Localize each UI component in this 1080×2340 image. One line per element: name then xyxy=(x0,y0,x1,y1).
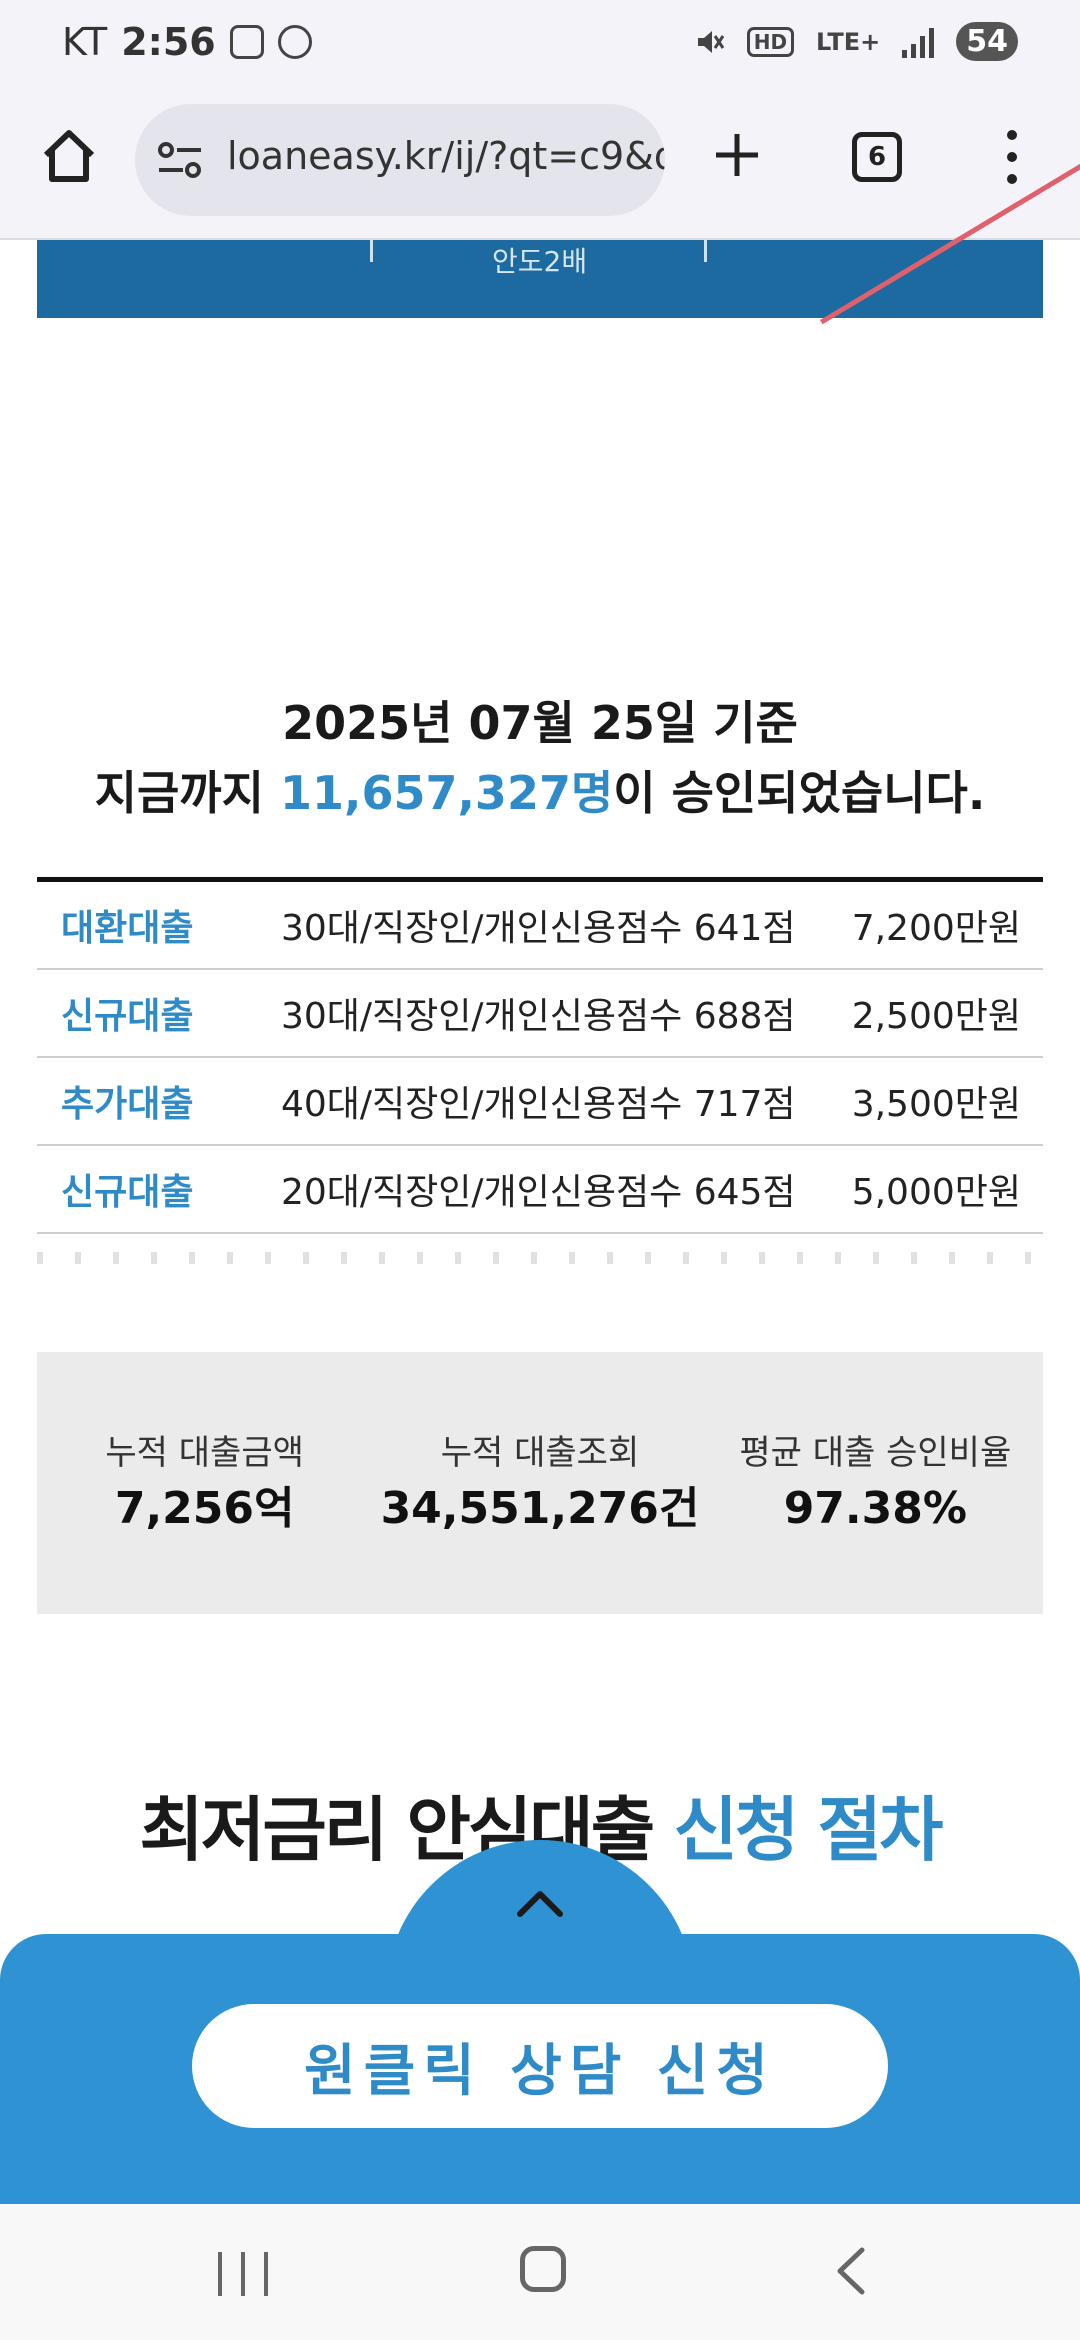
loan-type: 신규대출 xyxy=(61,1172,194,1213)
loan-amount: 2,500만원 xyxy=(851,996,1021,1037)
stat-value: 97.38% xyxy=(783,1483,967,1534)
banner-divider xyxy=(704,240,707,262)
banner-divider xyxy=(370,240,373,262)
site-settings-icon[interactable] xyxy=(157,140,203,180)
approval-suffix: 이 승인되었습니다. xyxy=(613,766,986,820)
stat-total-inquiries: 누적 대출조회 34,551,276건 xyxy=(372,1352,707,1614)
loan-description: 20대/직장인/개인신용점수 645점 xyxy=(281,1172,796,1213)
top-banner: 안도2배 xyxy=(37,240,1043,318)
signal-icon xyxy=(902,26,935,58)
url-text[interactable]: loaneasy.kr/ij/?qt=c9&q xyxy=(227,134,665,178)
screenshot-icon xyxy=(229,25,264,59)
hd-voice-icon: HD xyxy=(746,26,795,57)
more-menu-icon[interactable] xyxy=(1000,130,1024,184)
loan-amount: 5,000만원 xyxy=(851,1172,1021,1213)
loan-type: 추가대출 xyxy=(61,1084,194,1125)
stat-approval-rate: 평균 대출 승인비율 97.38% xyxy=(708,1352,1043,1614)
status-right: HD LTE+ 54 xyxy=(695,22,1018,61)
approval-prefix: 지금까지 xyxy=(94,766,280,820)
stat-label: 누적 대출금액 xyxy=(105,1433,304,1473)
stat-label: 평균 대출 승인비율 xyxy=(739,1433,1012,1473)
lte-icon: LTE+ xyxy=(816,27,881,56)
back-icon[interactable] xyxy=(830,2246,874,2296)
recent-apps-icon[interactable] xyxy=(218,2252,268,2296)
battery-icon: 54 xyxy=(956,22,1018,61)
loan-case-table: 대환대출 30대/직장인/개인신용점수 641점 7,200만원 신규대출 30… xyxy=(37,877,1043,1234)
table-row: 추가대출 40대/직장인/개인신용점수 717점 3,500만원 xyxy=(37,1058,1043,1146)
system-nav-bar xyxy=(0,2204,1080,2340)
stats-panel: 누적 대출금액 7,256억 누적 대출조회 34,551,276건 평균 대출… xyxy=(37,1352,1043,1614)
chevron-up-icon[interactable] xyxy=(516,1888,564,1918)
approval-count-line: 지금까지 11,657,327명이 승인되었습니다. xyxy=(0,756,1080,830)
stat-value: 34,551,276건 xyxy=(380,1483,700,1534)
mute-icon xyxy=(697,30,724,53)
status-left: KT 2:56 xyxy=(62,20,312,64)
loan-description: 30대/직장인/개인신용점수 641점 xyxy=(281,908,796,949)
stat-value: 7,256억 xyxy=(114,1483,295,1534)
approval-date: 2025년 07월 25일 기준 xyxy=(282,696,798,750)
loan-type: 대환대출 xyxy=(61,908,194,949)
scrolling-row-fade xyxy=(37,1252,1043,1264)
loan-description: 40대/직장인/개인신용점수 717점 xyxy=(281,1084,796,1125)
table-row: 대환대출 30대/직장인/개인신용점수 641점 7,200만원 xyxy=(37,882,1043,970)
loan-description: 30대/직장인/개인신용점수 688점 xyxy=(281,996,796,1037)
tab-count: 6 xyxy=(867,142,887,172)
banner-text: 안도2배 xyxy=(492,245,588,278)
tab-switcher-icon[interactable]: 6 xyxy=(852,132,902,182)
procedure-title-highlight: 신청 절차 xyxy=(673,1789,943,1871)
approval-headline: 2025년 07월 25일 기준 지금까지 11,657,327명이 승인되었습… xyxy=(0,690,1080,830)
stat-total-amount: 누적 대출금액 7,256억 xyxy=(37,1352,372,1614)
browser-toolbar: loaneasy.kr/ij/?qt=c9&q 6 xyxy=(0,90,1080,240)
procedure-title: 최저금리 안심대출 신청 절차 xyxy=(0,1774,1080,1875)
address-bar[interactable]: loaneasy.kr/ij/?qt=c9&q xyxy=(135,104,665,216)
loan-amount: 3,500만원 xyxy=(851,1084,1021,1125)
one-click-consult-button[interactable]: 원클릭 상담 신청 xyxy=(192,2004,888,2128)
table-row: 신규대출 30대/직장인/개인신용점수 688점 2,500만원 xyxy=(37,970,1043,1058)
new-tab-plus-icon[interactable] xyxy=(712,130,762,180)
status-bar: KT 2:56 HD LTE+ 54 xyxy=(0,0,1080,90)
carrier-label: KT xyxy=(62,20,108,64)
face-icon xyxy=(277,25,312,59)
loan-amount: 7,200만원 xyxy=(851,908,1021,949)
approval-count: 11,657,327명 xyxy=(279,766,614,820)
home-icon[interactable] xyxy=(38,125,100,187)
nav-home-icon[interactable] xyxy=(520,2246,566,2292)
clock: 2:56 xyxy=(121,20,216,64)
loan-type: 신규대출 xyxy=(61,996,194,1037)
stat-label: 누적 대출조회 xyxy=(440,1433,640,1473)
table-row: 신규대출 20대/직장인/개인신용점수 645점 5,000만원 xyxy=(37,1146,1043,1234)
